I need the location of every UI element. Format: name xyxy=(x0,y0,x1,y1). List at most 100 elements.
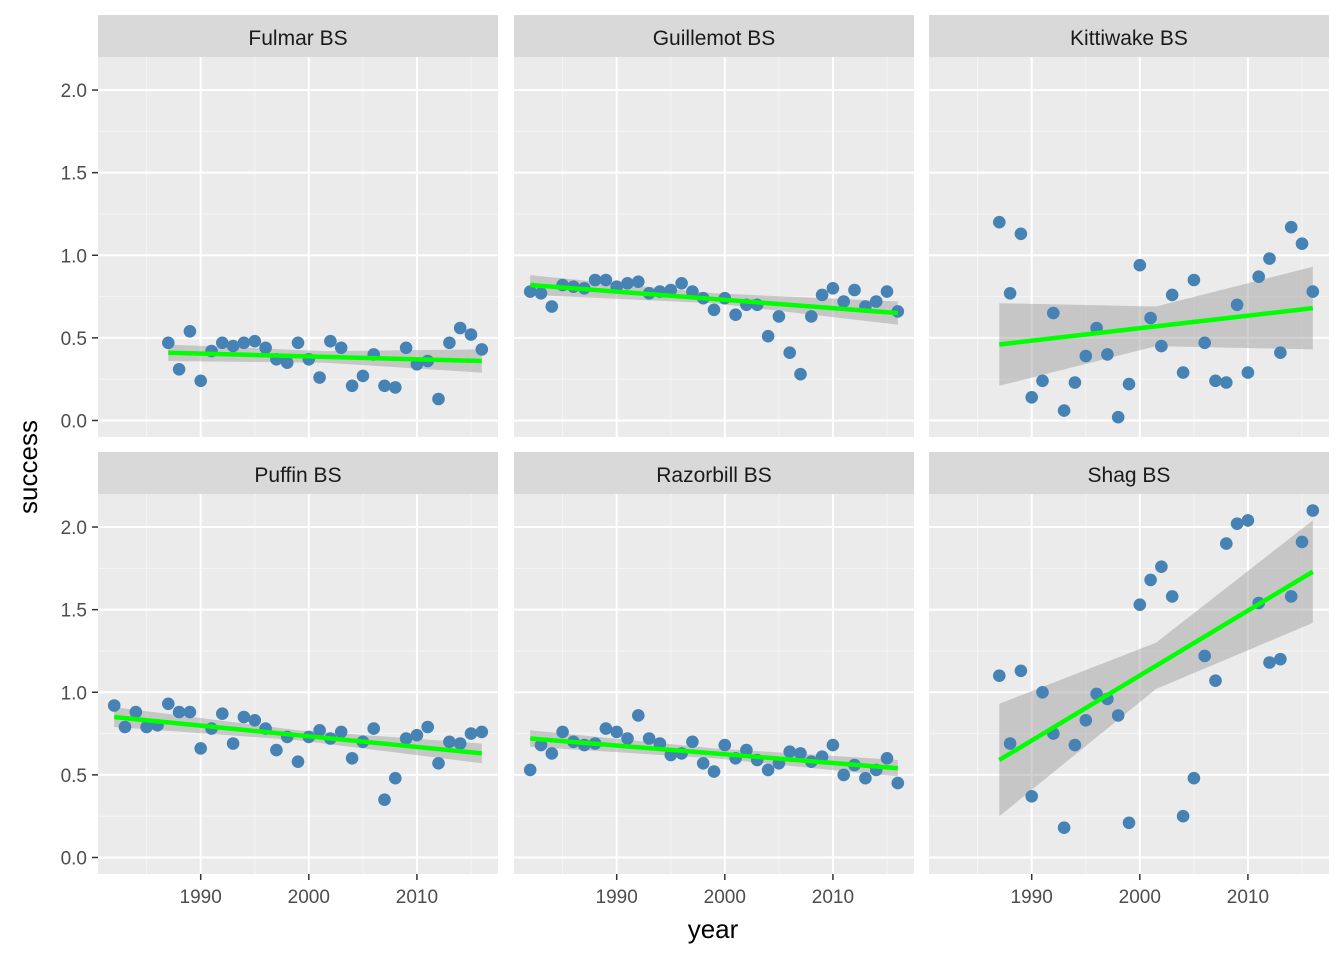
data-point xyxy=(993,215,1006,229)
data-point xyxy=(1263,656,1276,669)
facet-strip xyxy=(98,15,498,57)
data-point xyxy=(891,776,905,790)
data-point xyxy=(1209,374,1222,388)
data-point xyxy=(378,379,391,393)
data-point xyxy=(1165,590,1179,603)
data-point xyxy=(1274,346,1287,360)
y-tick-label: 2.0 xyxy=(61,81,87,102)
trend-line xyxy=(998,569,1314,762)
panel-background xyxy=(514,57,914,437)
data-point xyxy=(1220,537,1233,550)
data-point xyxy=(1306,285,1320,298)
data-point xyxy=(1079,349,1093,363)
y-tick-label: 0.0 xyxy=(61,848,87,869)
data-point xyxy=(599,722,613,735)
data-point xyxy=(1003,287,1017,300)
x-tick-label: 1990 xyxy=(596,887,638,908)
data-point xyxy=(642,732,656,745)
data-point xyxy=(237,336,251,350)
data-point xyxy=(1187,771,1201,785)
facet-title: Razorbill BS xyxy=(656,464,772,487)
data-point xyxy=(686,285,699,298)
data-point xyxy=(1057,404,1071,417)
data-point xyxy=(621,277,634,290)
data-point xyxy=(345,752,359,765)
data-point xyxy=(183,705,197,719)
data-point xyxy=(1295,535,1309,549)
data-point xyxy=(707,765,721,778)
trend-line xyxy=(113,714,483,756)
facet-strip xyxy=(514,452,914,494)
data-point xyxy=(1198,336,1211,350)
data-point xyxy=(545,747,559,760)
data-point xyxy=(1230,517,1244,530)
data-point xyxy=(334,341,348,355)
panel-guillemot-bs: Guillemot BS xyxy=(514,15,914,437)
data-point xyxy=(794,367,807,381)
data-point xyxy=(1241,366,1255,379)
data-point xyxy=(270,743,283,757)
data-point xyxy=(1003,737,1017,750)
data-point xyxy=(696,757,710,770)
facet-strip xyxy=(929,452,1329,494)
data-point xyxy=(226,737,240,750)
data-point xyxy=(367,722,381,735)
y-tick-label: 1.5 xyxy=(61,164,87,185)
data-point xyxy=(1187,273,1201,287)
data-point xyxy=(880,285,894,298)
data-point xyxy=(162,336,175,350)
panel-kittiwake-bs: Kittiwake BS xyxy=(929,15,1329,437)
panel-fulmar-bs: Fulmar BS 0.0 0.5 1.0 1.5 2.0 xyxy=(61,15,498,437)
y-tick-label: 1.0 xyxy=(61,683,87,704)
y-tick-label: 1.5 xyxy=(61,601,87,622)
data-point xyxy=(1176,366,1190,379)
panel-background xyxy=(98,494,498,874)
data-point xyxy=(837,768,850,782)
data-point xyxy=(1057,821,1071,834)
trend-line xyxy=(168,350,482,364)
data-point xyxy=(523,763,537,777)
facet-title: Shag BS xyxy=(1088,464,1171,487)
data-point xyxy=(1165,288,1179,302)
x-tick-label: 2010 xyxy=(1227,887,1269,908)
data-point xyxy=(1122,377,1136,391)
data-point xyxy=(837,295,850,308)
facet-strip xyxy=(98,452,498,494)
facet-title: Fulmar BS xyxy=(248,27,347,50)
data-point xyxy=(826,282,840,295)
x-axis-label: year xyxy=(688,914,739,944)
data-point xyxy=(761,763,775,777)
x-tick-label: 1990 xyxy=(1011,887,1053,908)
data-point xyxy=(475,725,489,739)
data-point xyxy=(815,288,829,302)
data-point xyxy=(1014,227,1028,241)
data-point xyxy=(1295,237,1309,250)
data-point xyxy=(464,328,478,341)
data-point xyxy=(345,379,359,393)
data-point xyxy=(475,343,489,356)
y-tick-label: 0.5 xyxy=(61,766,87,787)
data-point xyxy=(632,275,645,289)
data-point xyxy=(183,325,197,338)
data-point xyxy=(313,371,326,384)
data-point xyxy=(432,392,445,406)
panel-background xyxy=(514,494,914,874)
data-point xyxy=(1241,514,1255,527)
data-point xyxy=(534,738,548,752)
data-point xyxy=(237,710,251,724)
data-point xyxy=(794,747,807,760)
data-point xyxy=(194,374,207,388)
y-tick-label: 1.0 xyxy=(61,246,87,267)
data-point xyxy=(707,303,721,317)
data-point xyxy=(443,336,456,350)
panel-razorbill-bs: Razorbill BS 1990 2000 2010 xyxy=(514,452,914,908)
data-point xyxy=(1122,816,1136,830)
data-point xyxy=(313,724,326,737)
data-point xyxy=(523,285,537,298)
data-point xyxy=(729,308,742,322)
data-point xyxy=(324,334,337,348)
data-point xyxy=(1144,573,1157,587)
data-point xyxy=(1068,376,1082,389)
data-point xyxy=(1284,590,1298,603)
x-tick-label: 2000 xyxy=(288,887,330,908)
